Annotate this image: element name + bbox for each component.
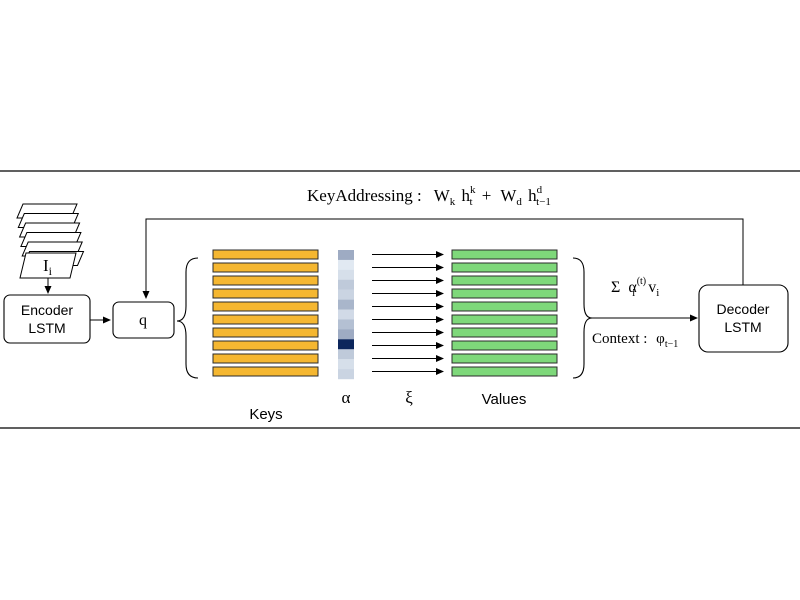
input-frames-stack [16, 203, 85, 279]
key-slot [212, 340, 319, 351]
key-slot [212, 275, 319, 286]
key-slot [212, 301, 319, 312]
input-frame-front [19, 252, 77, 279]
decoder-lstm-box [698, 284, 789, 353]
key-slot [212, 327, 319, 338]
alpha-weight-cell [338, 329, 354, 340]
value-slot [451, 366, 558, 377]
value-slot [451, 340, 558, 351]
value-slot [451, 314, 558, 325]
alpha-weight-cell [338, 259, 354, 271]
alpha-weight-cell [338, 339, 354, 350]
keys-left-brace [176, 257, 199, 379]
value-slot [451, 327, 558, 338]
key-slot [212, 366, 319, 377]
query-box [112, 301, 175, 339]
formula-prefix: KeyAddressing : [307, 186, 422, 205]
alpha-weight-cell [338, 250, 354, 261]
decoder-label-line1: Decoder [717, 301, 770, 317]
values-right-brace [572, 257, 593, 379]
key-slot [212, 288, 319, 299]
encoder-label-line2: LSTM [28, 320, 65, 336]
input-frame-label: Ii [43, 256, 53, 278]
keys-label: Keys [249, 406, 282, 423]
values-label: Values [482, 391, 527, 408]
alpha-weight-cell [338, 299, 354, 310]
value-slot [451, 275, 558, 286]
decoder-label-line2: LSTM [724, 319, 761, 335]
value-slot [451, 288, 558, 299]
query-label: q [139, 312, 147, 329]
key-to-value-arrows [372, 251, 444, 375]
alpha-weight-cell [338, 349, 354, 360]
context-label: Context : φt−1 [592, 331, 678, 350]
key-slot [212, 249, 319, 260]
value-slot [451, 353, 558, 364]
value-slot [451, 262, 558, 273]
key-slot [212, 262, 319, 273]
key-slot [212, 314, 319, 325]
keys-memory [212, 249, 319, 377]
key-slot [212, 353, 319, 364]
values-memory [451, 249, 558, 377]
alpha-weight-cell [338, 279, 354, 290]
weighted-sum-formula: Σ α(t) i vi [611, 276, 659, 300]
value-slot [451, 301, 558, 312]
alpha-weight-cell [338, 269, 354, 280]
alpha-weight-cell [338, 309, 354, 320]
encoder-lstm-box [3, 294, 91, 344]
alpha-attention-column [338, 250, 354, 380]
encoder-label-line1: Encoder [21, 302, 73, 318]
alpha-weight-cell [338, 289, 354, 300]
alpha-weight-cell [338, 369, 354, 380]
alpha-weight-cell [338, 359, 354, 370]
xi-label: ξ [405, 388, 413, 407]
feedback-loop-arrow [142, 218, 744, 299]
key-addressing-formula: KeyAddressing : Wk hk t + Wd hd t−1 [307, 184, 551, 209]
value-slot [451, 249, 558, 260]
alpha-label: α [342, 388, 351, 407]
alpha-weight-cell [338, 319, 354, 330]
